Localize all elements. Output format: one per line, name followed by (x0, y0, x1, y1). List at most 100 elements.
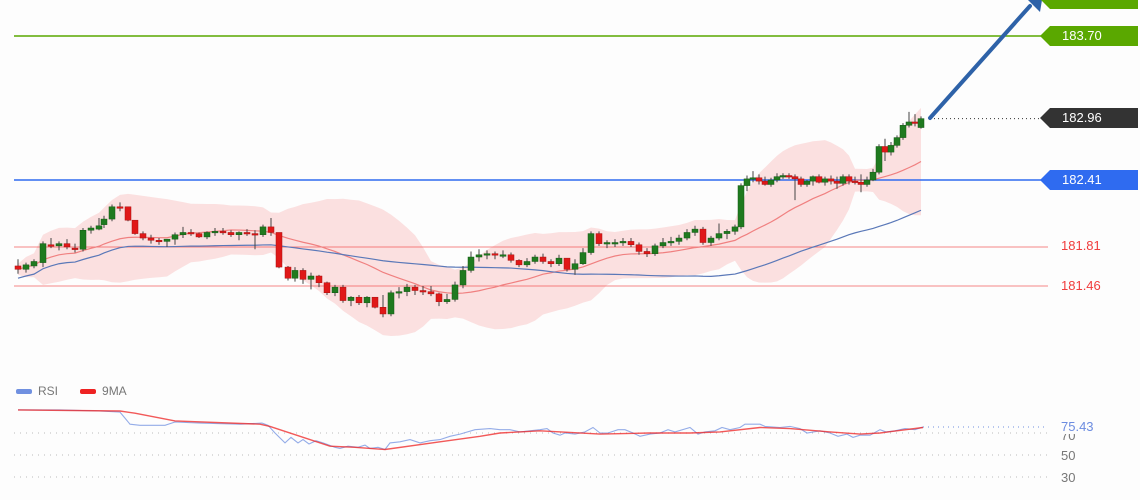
candle (179, 226, 187, 239)
candle (475, 249, 483, 262)
candle (773, 173, 781, 183)
candle (243, 229, 251, 236)
candle (707, 235, 715, 246)
candle (851, 176, 859, 185)
trend-arrow-icon (928, 0, 1042, 120)
candle (100, 215, 108, 229)
level-tag-183-70: 183.70 (1040, 26, 1138, 46)
candle (227, 230, 235, 237)
candle (483, 250, 491, 260)
candle (203, 231, 211, 240)
candle (155, 238, 163, 245)
candle (395, 287, 403, 299)
candle (443, 293, 451, 304)
candle (563, 257, 571, 272)
candle (555, 254, 563, 266)
candle (275, 232, 283, 269)
candle (291, 267, 299, 282)
candle (893, 135, 901, 148)
candle (715, 223, 723, 241)
rsi-legend-swatch (16, 388, 32, 394)
candle (411, 284, 419, 295)
level-tag-current-price: 182.96 (1040, 108, 1138, 128)
candle (917, 116, 925, 129)
rsi-panel (14, 409, 1048, 478)
candle (163, 238, 171, 247)
candle (331, 284, 339, 297)
candle (63, 239, 71, 250)
candle (116, 202, 124, 212)
rsi-current-value: 75.43 (1061, 419, 1094, 434)
candle (95, 217, 103, 231)
candle (743, 175, 751, 192)
candle (219, 228, 227, 235)
candle (79, 228, 87, 252)
candle (869, 168, 877, 182)
candle (499, 250, 507, 259)
candle (71, 243, 79, 253)
candle (419, 286, 427, 295)
candle (355, 294, 363, 306)
candle (791, 174, 799, 201)
rsi-level-50: 50 (1061, 448, 1076, 463)
candle (547, 259, 555, 268)
candle (211, 228, 219, 236)
candle (683, 229, 691, 241)
candle (579, 248, 587, 265)
candle (675, 234, 683, 245)
candle (667, 236, 675, 246)
candle (39, 241, 47, 268)
candle (307, 272, 315, 290)
candle (515, 259, 523, 268)
candle (339, 284, 347, 303)
candle (587, 231, 595, 255)
candle (459, 265, 467, 289)
candle (539, 253, 547, 264)
candle (147, 234, 155, 244)
candle (195, 232, 203, 239)
candle (467, 251, 475, 273)
candle (87, 225, 95, 234)
candle (595, 231, 603, 246)
candle (887, 142, 895, 156)
candle (323, 281, 331, 295)
candle (845, 174, 853, 185)
candle (187, 229, 195, 236)
candle (523, 258, 531, 268)
candle (55, 241, 63, 251)
candle (251, 230, 259, 250)
candle (403, 283, 411, 297)
candle (299, 268, 307, 284)
candle (785, 173, 793, 179)
candle (635, 242, 643, 255)
candle (737, 183, 745, 230)
candle (427, 286, 435, 297)
level-tag-target (1040, 0, 1138, 9)
candle (371, 296, 379, 309)
candle (699, 226, 707, 245)
candle (627, 238, 635, 247)
candle (691, 225, 699, 236)
level-label-181-46: 181.46 (1061, 278, 1101, 293)
candle (571, 259, 579, 275)
candle (611, 239, 619, 247)
candle (827, 175, 835, 185)
rsi-line (18, 409, 924, 451)
candlesticks (14, 111, 925, 318)
candle (108, 204, 116, 222)
candle (131, 219, 139, 235)
candle (259, 224, 267, 237)
bollinger-band (18, 107, 921, 336)
candle (139, 231, 147, 241)
rsi-legend-label: RSI (38, 384, 59, 398)
level-label-181-81: 181.81 (1061, 238, 1101, 253)
level-tag-182-41: 182.41 (1040, 170, 1138, 190)
candle (22, 262, 30, 273)
candle (507, 252, 515, 263)
candle (315, 274, 323, 288)
candle (803, 180, 811, 187)
candle (643, 248, 651, 258)
candle (603, 240, 611, 249)
candle (14, 259, 22, 274)
